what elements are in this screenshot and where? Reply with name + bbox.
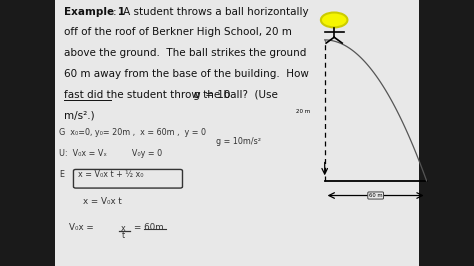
Text: = 10: = 10 <box>202 90 230 100</box>
Text: x: x <box>121 224 126 233</box>
Text: U:  V₀x = Vₓ          V₀y = 0: U: V₀x = Vₓ V₀y = 0 <box>59 149 163 158</box>
Text: 60 m away from the base of the building.  How: 60 m away from the base of the building.… <box>64 69 309 79</box>
Bar <box>55 0 419 266</box>
Text: :  A student throws a ball horizontally: : A student throws a ball horizontally <box>113 7 309 17</box>
Text: t: t <box>121 231 125 240</box>
Text: V₀x =: V₀x = <box>69 223 93 232</box>
Text: G  x₀=0, y₀= 20m ,  x = 60m ,  y = 0: G x₀=0, y₀= 20m , x = 60m , y = 0 <box>59 128 206 137</box>
Text: 20 m: 20 m <box>296 109 310 114</box>
Text: g: g <box>193 90 200 100</box>
Text: above the ground.  The ball strikes the ground: above the ground. The ball strikes the g… <box>64 48 306 58</box>
Text: Example 1: Example 1 <box>64 7 125 17</box>
Text: fast did the student throw the ball?  (Use: fast did the student throw the ball? (Us… <box>64 90 281 100</box>
Text: = 60m: = 60m <box>134 223 163 232</box>
Text: 60 m: 60 m <box>369 193 383 198</box>
FancyBboxPatch shape <box>73 169 182 188</box>
Text: E: E <box>59 170 64 179</box>
Text: x = V₀x t + ½ x₀: x = V₀x t + ½ x₀ <box>78 170 144 179</box>
Text: m/s².): m/s².) <box>64 110 95 120</box>
Circle shape <box>321 13 347 27</box>
Text: g = 10m/s²: g = 10m/s² <box>216 137 261 146</box>
Text: off of the roof of Berkner High School, 20 m: off of the roof of Berkner High School, … <box>64 27 292 38</box>
Text: x = V₀x t: x = V₀x t <box>83 197 122 206</box>
